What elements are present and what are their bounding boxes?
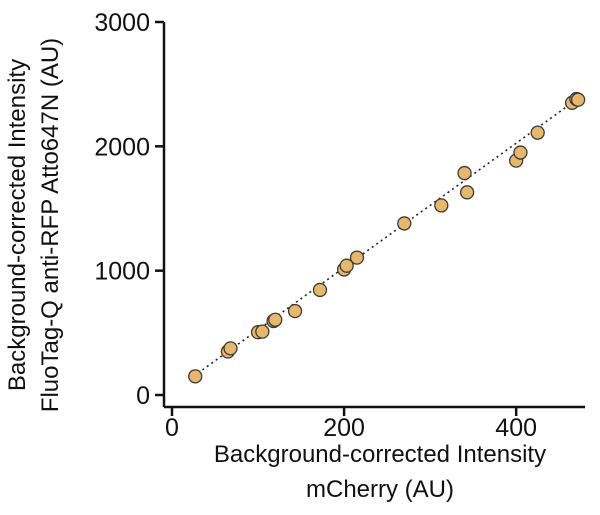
data-point bbox=[513, 145, 528, 160]
data-points-layer bbox=[188, 91, 586, 384]
data-point bbox=[570, 92, 586, 107]
x-axis-title-line2: mCherry (AU) bbox=[306, 476, 454, 503]
data-point bbox=[268, 312, 283, 327]
data-point bbox=[457, 165, 472, 181]
x-tick-label: 400 bbox=[495, 414, 537, 442]
y-axis-title-line2: FluoTag-Q anti-RFP Atto647N (AU) bbox=[37, 38, 64, 412]
y-tick-label: 1000 bbox=[94, 258, 150, 286]
y-tick-label: 0 bbox=[136, 382, 150, 410]
data-point bbox=[530, 125, 545, 140]
y-axis-title-line1: Background-corrected Intensity bbox=[4, 59, 31, 391]
data-point bbox=[287, 303, 303, 319]
x-tick-label: 0 bbox=[165, 414, 179, 442]
data-point bbox=[223, 341, 238, 356]
data-point bbox=[459, 185, 475, 200]
y-tick-label: 2000 bbox=[94, 133, 150, 161]
data-point bbox=[339, 258, 354, 273]
axes bbox=[162, 22, 585, 409]
data-point bbox=[434, 198, 449, 213]
data-point bbox=[188, 369, 203, 384]
x-tick-label: 200 bbox=[323, 414, 365, 442]
data-point bbox=[255, 324, 270, 339]
data-point bbox=[349, 250, 365, 265]
data-point bbox=[397, 216, 412, 231]
y-tick-label: 3000 bbox=[94, 9, 150, 37]
x-axis-title-line1: Background-corrected Intensity bbox=[214, 441, 546, 468]
ticks: 0 200 400 0 1000 2000 3000 bbox=[94, 9, 537, 442]
data-point bbox=[312, 282, 328, 298]
